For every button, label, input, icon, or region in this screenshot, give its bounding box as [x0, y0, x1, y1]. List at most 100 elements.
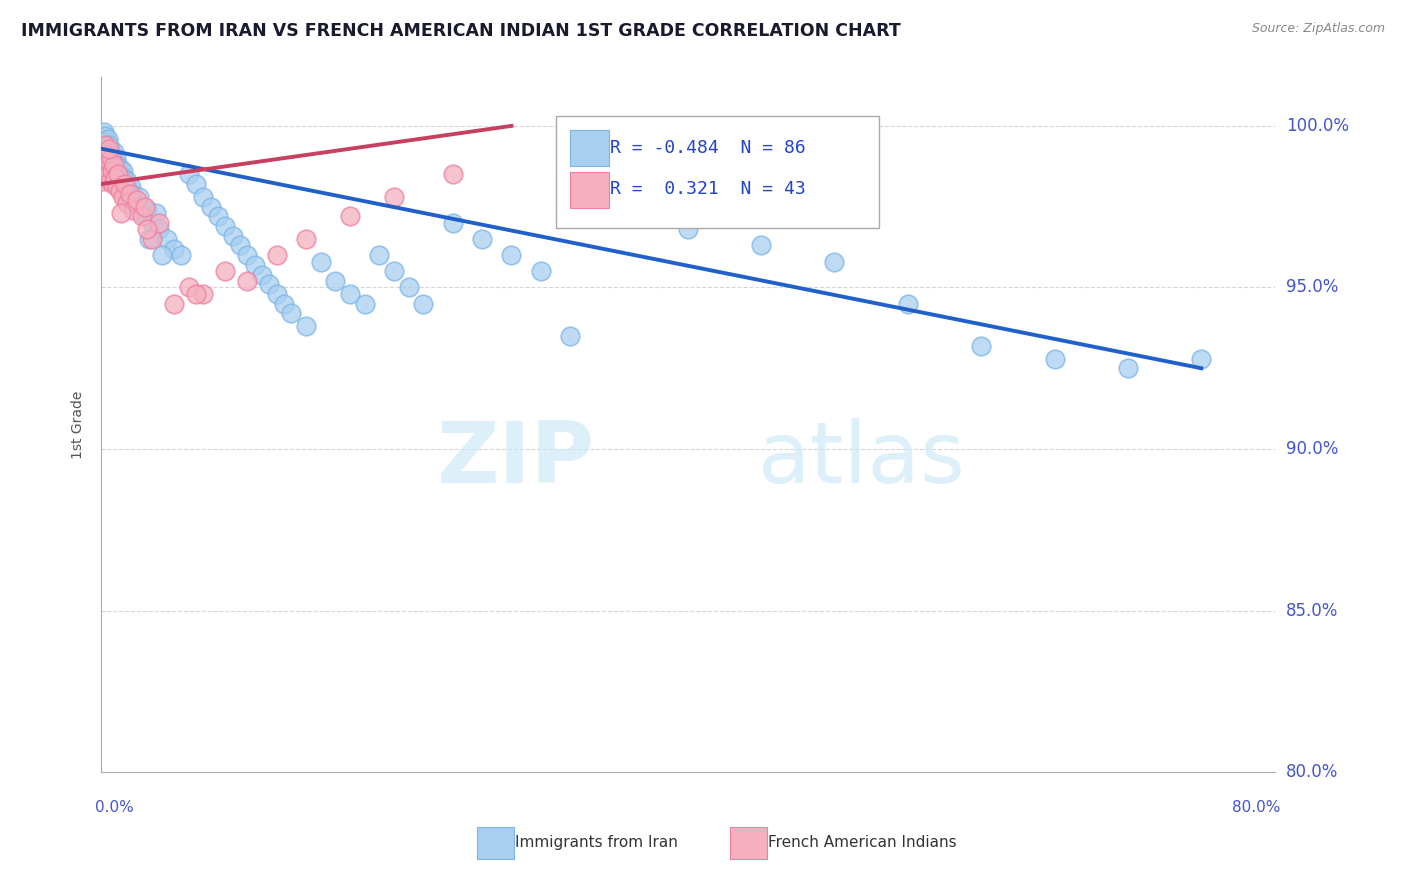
- Point: [103, 154, 125, 169]
- Point: [96, 148, 118, 162]
- Point: [100, 151, 122, 165]
- Point: [163, 242, 186, 256]
- Point: [141, 216, 163, 230]
- Point: [398, 280, 420, 294]
- Point: [214, 219, 236, 233]
- Point: [148, 222, 170, 236]
- Point: [110, 184, 132, 198]
- Point: [136, 222, 159, 236]
- Point: [184, 177, 207, 191]
- Point: [200, 200, 222, 214]
- Point: [103, 145, 125, 159]
- Point: [111, 164, 134, 178]
- Point: [970, 338, 993, 352]
- Text: R =  0.321  N = 43: R = 0.321 N = 43: [610, 180, 806, 198]
- Point: [184, 286, 207, 301]
- Point: [1116, 361, 1139, 376]
- Y-axis label: 1st Grade: 1st Grade: [72, 391, 86, 459]
- Point: [1043, 351, 1066, 366]
- Point: [103, 158, 125, 172]
- Point: [100, 148, 122, 162]
- Point: [207, 210, 229, 224]
- Point: [101, 164, 124, 178]
- Text: 85.0%: 85.0%: [1286, 601, 1339, 620]
- Point: [104, 170, 127, 185]
- Point: [93, 138, 115, 153]
- Point: [138, 232, 160, 246]
- Point: [94, 138, 117, 153]
- Point: [101, 177, 124, 191]
- Point: [97, 138, 120, 153]
- Point: [91, 135, 114, 149]
- Point: [108, 161, 131, 175]
- Point: [107, 167, 129, 181]
- Point: [155, 232, 177, 246]
- Point: [236, 274, 259, 288]
- Point: [382, 190, 405, 204]
- Point: [560, 329, 582, 343]
- Point: [339, 286, 361, 301]
- Point: [295, 232, 318, 246]
- Point: [136, 202, 159, 217]
- Point: [96, 142, 118, 156]
- Point: [280, 306, 302, 320]
- Text: 0.0%: 0.0%: [94, 800, 134, 815]
- Point: [163, 296, 186, 310]
- Point: [112, 170, 135, 185]
- Point: [91, 151, 114, 165]
- Text: 80.0%: 80.0%: [1232, 800, 1281, 815]
- Point: [131, 200, 153, 214]
- Point: [98, 154, 121, 169]
- Point: [501, 248, 523, 262]
- Point: [118, 190, 141, 204]
- Point: [353, 296, 375, 310]
- Text: 95.0%: 95.0%: [1286, 278, 1339, 296]
- Point: [603, 210, 626, 224]
- Point: [134, 200, 156, 214]
- Point: [94, 158, 117, 172]
- Point: [131, 210, 153, 224]
- Point: [97, 151, 120, 165]
- Text: Source: ZipAtlas.com: Source: ZipAtlas.com: [1251, 22, 1385, 36]
- Point: [98, 145, 121, 159]
- Point: [93, 125, 115, 139]
- Text: Immigrants from Iran: Immigrants from Iran: [515, 836, 678, 850]
- Point: [273, 296, 295, 310]
- Point: [101, 151, 124, 165]
- Point: [145, 206, 167, 220]
- Text: IMMIGRANTS FROM IRAN VS FRENCH AMERICAN INDIAN 1ST GRADE CORRELATION CHART: IMMIGRANTS FROM IRAN VS FRENCH AMERICAN …: [21, 22, 901, 40]
- Point: [229, 238, 252, 252]
- Point: [148, 216, 170, 230]
- Point: [193, 190, 215, 204]
- Text: atlas: atlas: [758, 418, 966, 501]
- Point: [530, 264, 553, 278]
- Point: [266, 248, 288, 262]
- Point: [91, 174, 114, 188]
- Point: [101, 161, 124, 175]
- Point: [111, 190, 134, 204]
- Point: [110, 174, 132, 188]
- Point: [110, 206, 132, 220]
- Point: [104, 164, 127, 178]
- Point: [127, 193, 149, 207]
- Point: [94, 135, 117, 149]
- Point: [97, 132, 120, 146]
- Point: [221, 228, 243, 243]
- Point: [94, 145, 117, 159]
- Text: 100.0%: 100.0%: [1286, 117, 1348, 135]
- Point: [676, 222, 699, 236]
- Text: French American Indians: French American Indians: [768, 836, 957, 850]
- Point: [177, 280, 200, 294]
- Point: [105, 158, 128, 172]
- Point: [193, 286, 215, 301]
- Point: [114, 180, 136, 194]
- Point: [94, 128, 117, 143]
- Point: [749, 238, 772, 252]
- Point: [134, 210, 156, 224]
- Point: [150, 248, 173, 262]
- Text: ZIP: ZIP: [436, 418, 593, 501]
- Point: [98, 174, 121, 188]
- Point: [250, 268, 273, 282]
- Point: [236, 248, 259, 262]
- Point: [259, 277, 281, 292]
